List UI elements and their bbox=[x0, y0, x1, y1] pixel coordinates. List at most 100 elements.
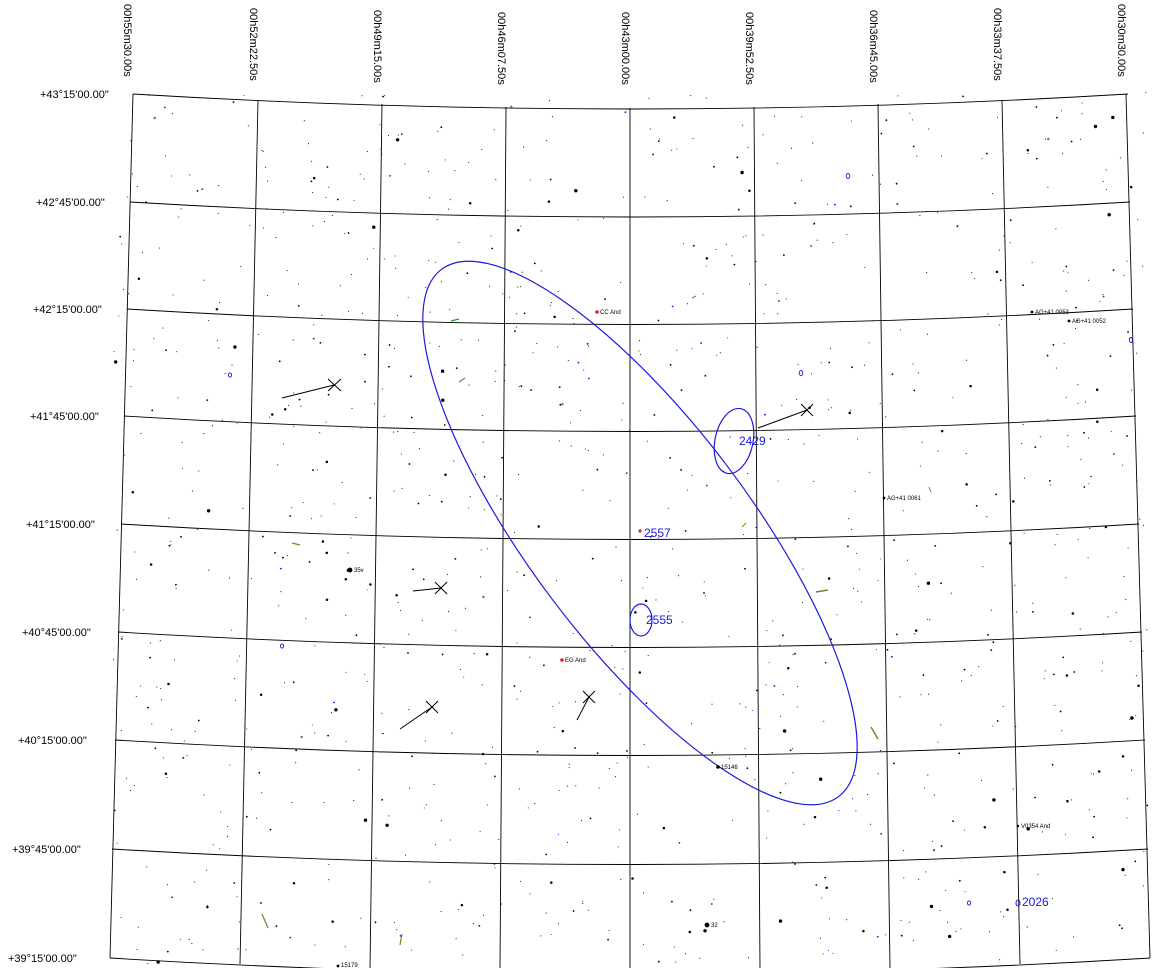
star-32 bbox=[704, 922, 710, 928]
star-dot bbox=[728, 635, 730, 637]
star-dot bbox=[518, 788, 520, 790]
star-dot bbox=[499, 498, 502, 500]
star-dot bbox=[286, 270, 288, 272]
star-dot bbox=[128, 293, 130, 295]
star-dot bbox=[1003, 870, 1006, 874]
star-dot bbox=[153, 338, 155, 340]
star-dot bbox=[964, 891, 966, 893]
star-dot bbox=[1026, 827, 1030, 831]
star-dot bbox=[1066, 800, 1069, 803]
star-dot bbox=[604, 298, 606, 301]
star-dot bbox=[553, 315, 556, 319]
star-dot bbox=[120, 638, 123, 640]
star-dot bbox=[657, 140, 660, 143]
star-dot bbox=[1142, 132, 1144, 134]
star-dot bbox=[744, 567, 746, 570]
star-dot bbox=[1102, 633, 1104, 635]
star-dot bbox=[341, 481, 343, 484]
star-dot bbox=[135, 695, 137, 698]
star-dot bbox=[1092, 773, 1095, 775]
star-dot bbox=[685, 953, 687, 955]
star-dot bbox=[638, 350, 640, 352]
star-dot bbox=[410, 416, 413, 419]
star-dot bbox=[1055, 228, 1057, 230]
star-dot bbox=[127, 196, 129, 198]
star-dot bbox=[262, 227, 264, 229]
star-dot bbox=[229, 764, 231, 766]
star-dot bbox=[1063, 270, 1065, 272]
star-dot bbox=[328, 879, 330, 881]
star-dot bbox=[516, 313, 518, 315]
star-dot bbox=[1130, 640, 1132, 642]
star-dot bbox=[374, 403, 376, 405]
star-dot bbox=[444, 473, 447, 476]
star-dot bbox=[719, 352, 721, 354]
star-dot bbox=[278, 605, 280, 607]
star-dot bbox=[802, 568, 804, 570]
star-dot bbox=[295, 762, 297, 764]
star-dot bbox=[1097, 770, 1101, 773]
star-dot bbox=[379, 124, 381, 126]
star-dot bbox=[283, 407, 287, 411]
star-dot bbox=[236, 423, 238, 425]
star-dot bbox=[227, 836, 229, 838]
star-dot bbox=[455, 367, 458, 370]
star-dot bbox=[999, 959, 1001, 961]
star-dot bbox=[507, 209, 509, 212]
m31-galaxy-outline bbox=[422, 260, 858, 806]
star-dot bbox=[1087, 279, 1090, 281]
star-dot bbox=[680, 469, 682, 471]
star-dot bbox=[513, 685, 516, 687]
star-dot bbox=[500, 903, 503, 905]
star-dot bbox=[518, 386, 520, 388]
star-dot bbox=[581, 820, 583, 822]
star-dot bbox=[523, 574, 526, 577]
star-dot bbox=[1039, 436, 1041, 438]
star-dot bbox=[602, 454, 604, 456]
star-dot bbox=[1009, 242, 1011, 244]
star-dot bbox=[879, 183, 881, 185]
star-dot bbox=[1065, 674, 1069, 677]
star-dot bbox=[567, 359, 569, 361]
star-dot bbox=[570, 445, 572, 447]
star-dot bbox=[407, 652, 409, 654]
star-dot bbox=[608, 767, 610, 769]
star-dot bbox=[989, 931, 991, 933]
star-dot bbox=[886, 648, 889, 651]
star-dot bbox=[360, 917, 362, 919]
dec-labels: +43°15'00.00" +42°45'00.00" +42°15'00.00… bbox=[8, 89, 109, 965]
star-dot bbox=[777, 480, 779, 482]
star-dot bbox=[292, 681, 295, 684]
star-dot bbox=[902, 510, 904, 512]
star-dot bbox=[1129, 185, 1133, 189]
star-dot bbox=[917, 372, 920, 374]
star-dot bbox=[468, 161, 470, 164]
star-dot bbox=[218, 347, 220, 349]
ra-label: 00h49m15.00s bbox=[371, 10, 383, 83]
star-dot bbox=[438, 345, 440, 347]
star-dot bbox=[928, 128, 930, 130]
star-dot bbox=[494, 775, 496, 778]
star-dot bbox=[178, 216, 180, 218]
star-dot bbox=[347, 552, 349, 554]
star-dot bbox=[364, 380, 366, 383]
star-dot bbox=[1102, 180, 1104, 182]
star-dot bbox=[534, 803, 536, 805]
star-dot bbox=[673, 946, 675, 948]
star-dot bbox=[557, 923, 559, 925]
star-dot bbox=[748, 189, 751, 192]
star-dot bbox=[1065, 290, 1067, 292]
star-dot bbox=[1088, 483, 1090, 485]
star-dot bbox=[133, 349, 135, 351]
star-dot bbox=[1047, 137, 1050, 141]
star-dot bbox=[475, 473, 477, 475]
star-dot bbox=[533, 262, 536, 265]
star-dot bbox=[196, 528, 198, 530]
star-dot bbox=[303, 120, 305, 122]
star-dot bbox=[170, 540, 172, 542]
star-dot bbox=[1070, 140, 1073, 143]
star-dot bbox=[926, 581, 931, 585]
star-dot bbox=[1142, 885, 1144, 887]
star-dot bbox=[363, 818, 368, 822]
star-dot bbox=[1139, 518, 1141, 520]
